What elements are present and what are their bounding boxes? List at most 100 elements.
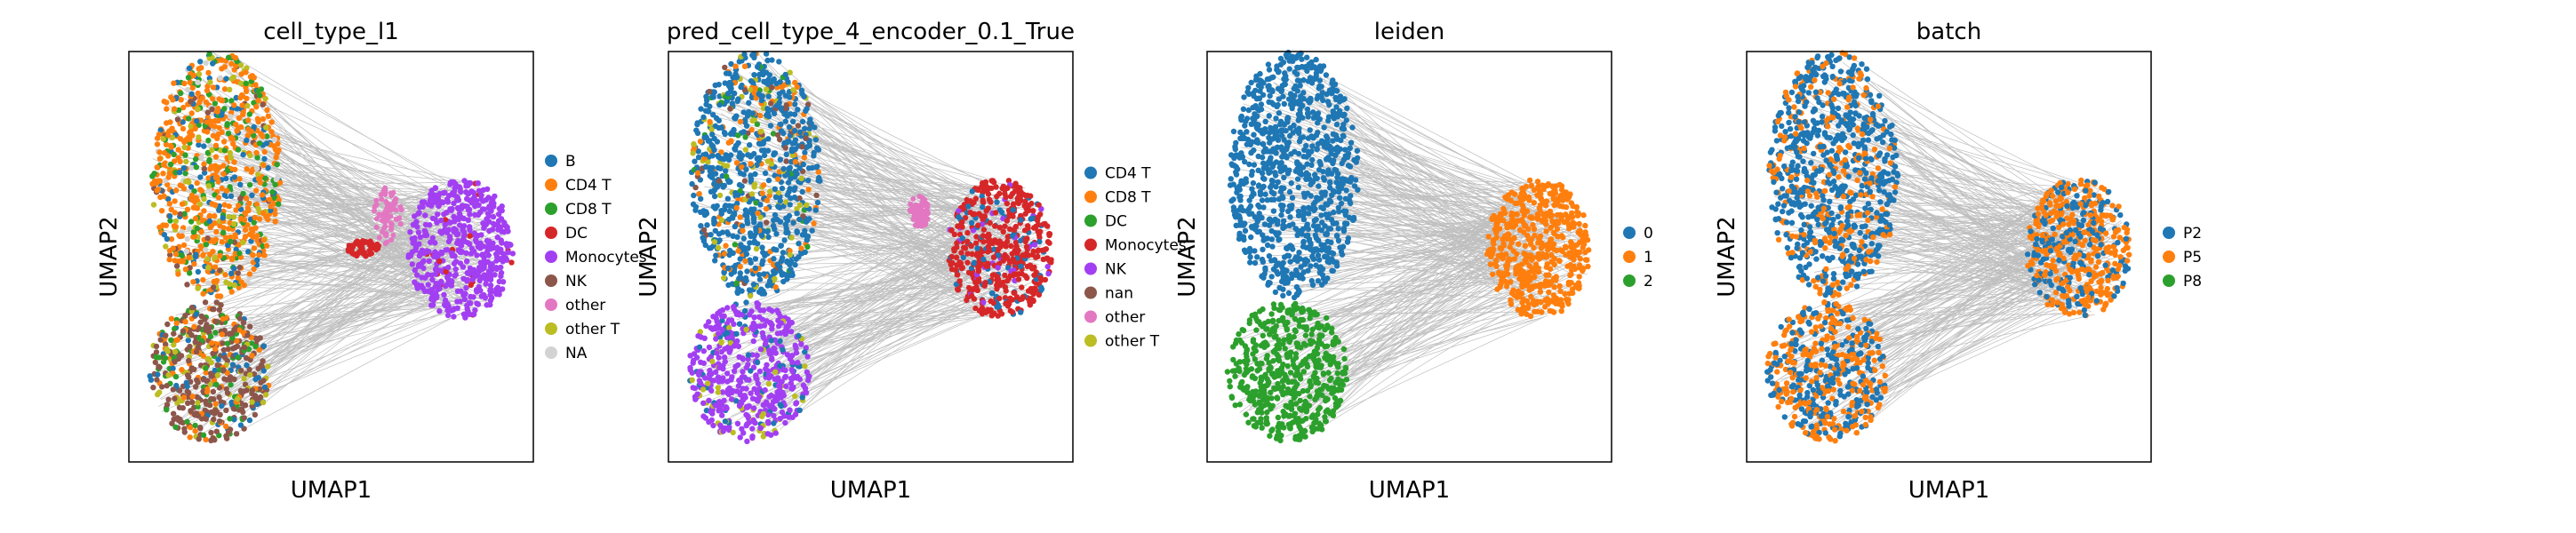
cell-point [226, 213, 232, 220]
cell-point [204, 109, 211, 115]
cell-point [1028, 200, 1035, 207]
cell-point [783, 151, 789, 158]
cell-point [743, 299, 749, 306]
cell-point [199, 95, 205, 101]
cell-point [739, 426, 745, 432]
cell-point [207, 333, 214, 339]
cell-point [219, 239, 225, 245]
cell-point [805, 165, 812, 171]
axes-frame [128, 51, 534, 463]
cell-point [438, 230, 445, 236]
cell-point [220, 139, 228, 145]
cell-point [955, 223, 961, 229]
cell-point [448, 278, 455, 284]
cell-point [980, 227, 988, 233]
cell-point [263, 140, 270, 147]
cell-point [750, 282, 757, 288]
cell-point [407, 229, 413, 235]
cell-point [260, 101, 266, 107]
cell-point [433, 265, 439, 272]
cell-point [698, 195, 704, 202]
cell-point [740, 356, 747, 362]
cell-point [805, 187, 812, 193]
cell-point [237, 422, 244, 428]
cell-point [212, 154, 220, 160]
cell-point [188, 424, 194, 431]
cell-point [695, 148, 701, 155]
cell-point [164, 321, 171, 328]
cell-point [244, 279, 251, 285]
cell-point [798, 87, 805, 93]
cell-point [766, 347, 772, 354]
cell-point [777, 338, 783, 345]
cell-point [787, 94, 793, 100]
cell-point [217, 252, 223, 259]
cell-point [168, 315, 175, 322]
cell-point [764, 106, 771, 112]
cell-point [728, 152, 734, 158]
cell-point [763, 205, 770, 212]
cell-point [504, 243, 510, 250]
cell-point [724, 195, 732, 202]
cell-point [698, 106, 704, 112]
cell-point [708, 232, 714, 238]
cell-point [454, 288, 461, 294]
cell-point [786, 321, 792, 328]
cell-point [421, 199, 428, 205]
cell-point [805, 177, 812, 184]
cell-point [748, 323, 756, 330]
cell-point [171, 330, 177, 337]
cell-point [740, 171, 747, 178]
cell-point [198, 154, 204, 161]
cell-point [474, 300, 480, 306]
cell-point [726, 346, 732, 353]
cell-point [707, 118, 713, 125]
cell-point [914, 218, 920, 224]
cell-point [715, 330, 722, 337]
cell-point [235, 275, 242, 282]
cell-point [212, 401, 219, 407]
cell-point [272, 219, 278, 225]
cell-point [229, 330, 236, 337]
cell-point [220, 215, 226, 221]
cell-point [154, 377, 160, 383]
cell-point [1003, 194, 1009, 200]
cell-point [219, 402, 225, 410]
cell-point [740, 227, 746, 234]
cell-point [236, 327, 243, 333]
cell-point [236, 250, 243, 257]
cell-point [438, 251, 445, 257]
cell-point [776, 59, 782, 65]
cell-point [780, 166, 787, 172]
cell-point [422, 221, 429, 228]
cell-point [196, 436, 202, 442]
cell-point [432, 216, 438, 222]
cell-point [732, 363, 739, 370]
cell-point [172, 251, 180, 258]
cell-point [252, 344, 259, 350]
cell-point [783, 225, 789, 232]
cell-point [788, 146, 796, 152]
cell-point [271, 136, 278, 143]
cell-point [183, 179, 189, 185]
cell-point [922, 196, 928, 203]
cell-point [207, 79, 213, 85]
cell-point [1019, 284, 1025, 290]
graph-edge [234, 286, 436, 295]
cell-point [480, 243, 486, 250]
cell-point [244, 102, 251, 109]
cell-point [710, 94, 716, 100]
cell-point [479, 251, 486, 258]
cell-point [782, 145, 788, 151]
graph-edge [231, 251, 447, 394]
cell-point [706, 344, 713, 351]
cell-point [720, 428, 726, 434]
cell-point [243, 195, 250, 202]
cell-point [990, 179, 997, 186]
cell-point [751, 219, 757, 226]
graph-edge [238, 254, 437, 293]
cell-point [959, 219, 965, 226]
cell-point [996, 224, 1004, 231]
cell-point [794, 229, 800, 235]
cell-point [994, 194, 1000, 200]
